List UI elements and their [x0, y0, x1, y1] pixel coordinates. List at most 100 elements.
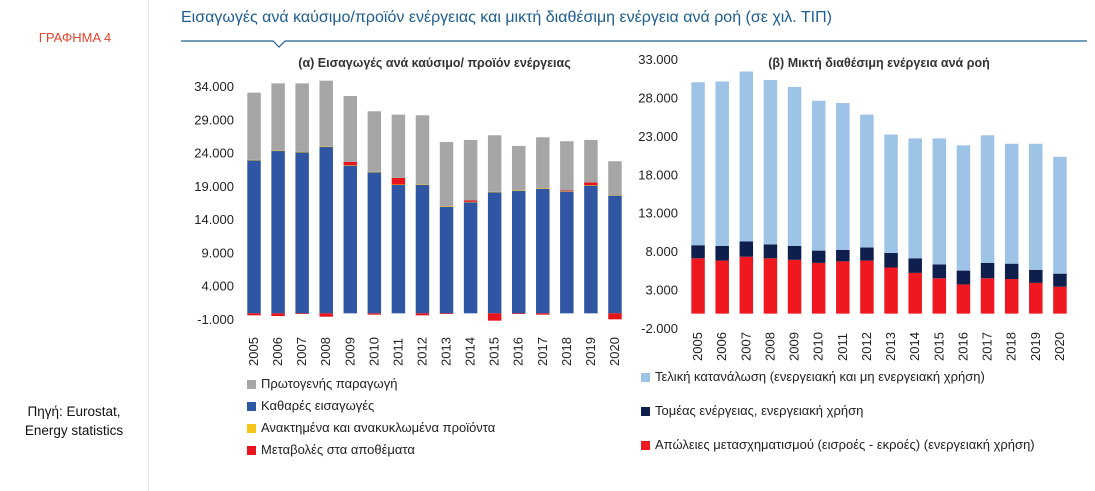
y-tick-label: 8.000 — [645, 244, 678, 259]
x-tick-label: 2015 — [931, 332, 946, 361]
bar-segment — [884, 267, 898, 314]
y-tick-label: -2.000 — [641, 321, 678, 336]
x-tick-label: 2007 — [294, 337, 309, 366]
bar-segment — [584, 185, 598, 314]
x-tick-label: 2016 — [955, 332, 970, 361]
bar-segment — [439, 141, 454, 207]
legend-item: Πρωτογενής παραγωγή — [247, 376, 495, 398]
bar-segment — [319, 146, 333, 148]
bar-segment — [295, 83, 309, 152]
x-tick-label: 2018 — [559, 337, 574, 366]
legend-label: Τομέας ενέργειας, ενεργειακή χρήση — [655, 403, 864, 418]
bar-segment — [787, 259, 802, 314]
legend-swatch — [641, 407, 650, 416]
source-note: Πηγή: Eurostat, Energy statistics — [0, 402, 148, 440]
bar-segment — [608, 313, 622, 320]
bar-segment — [247, 159, 261, 161]
bar-segment — [1053, 273, 1067, 287]
x-tick-label: 2011 — [390, 338, 405, 366]
x-tick-label: 2011 — [835, 333, 850, 361]
y-tick-label: 24.000 — [194, 146, 234, 161]
bar-segment — [415, 115, 430, 185]
bar-segment — [487, 191, 502, 193]
source-line-2: Energy statistics — [24, 423, 124, 438]
bar-segment — [860, 260, 874, 314]
bar-segment — [319, 80, 333, 147]
x-tick-label: 2012 — [859, 332, 874, 361]
bar-segment — [1004, 263, 1019, 280]
x-tick-label: 2013 — [883, 332, 898, 361]
bar-segment — [511, 190, 526, 314]
bar-segment — [811, 100, 826, 251]
legend-label: Καθαρές εισαγωγές — [261, 398, 375, 413]
bar-segment — [908, 272, 922, 314]
bar-segment — [884, 134, 898, 253]
x-tick-label: 2019 — [1028, 332, 1043, 361]
bar-segment — [487, 313, 502, 321]
bar-segment — [560, 141, 574, 191]
bar-segment — [836, 261, 850, 314]
x-tick-label: 2017 — [980, 332, 995, 361]
y-tick-label: 23.000 — [638, 129, 678, 144]
legend-swatch — [641, 373, 650, 382]
x-tick-label: 2014 — [907, 332, 922, 361]
x-tick-label: 2008 — [762, 332, 777, 361]
bar-segment — [247, 313, 261, 316]
legend-label: Τελική κατανάλωση (ενεργειακή και μη ενε… — [655, 369, 985, 384]
y-tick-label: 28.000 — [638, 90, 678, 105]
bar-segment — [787, 245, 802, 260]
figure-panel: Εισαγωγές ανά καύσιμο/προϊόν ενέργειας κ… — [148, 0, 1095, 491]
bar-segment — [367, 171, 382, 173]
source-line-1: Πηγή: Eurostat, — [27, 404, 121, 419]
x-tick-label: 2019 — [583, 337, 598, 366]
y-tick-label: 34.000 — [194, 79, 234, 94]
bar-segment — [560, 191, 574, 192]
bar-segment — [463, 139, 478, 201]
bar-segment — [487, 135, 502, 192]
x-tick-label: 2015 — [487, 337, 502, 366]
bar-segment — [343, 161, 358, 166]
legend-swatch — [641, 441, 650, 450]
bar-segment — [608, 161, 622, 196]
bar-segment — [836, 249, 850, 262]
bar-segment — [560, 191, 574, 314]
x-tick-label: 2018 — [1004, 332, 1019, 361]
bar-segment — [511, 313, 526, 315]
y-tick-label: 14.000 — [194, 212, 234, 227]
bar-segment — [536, 137, 550, 189]
x-tick-label: 2013 — [439, 337, 454, 366]
bar-segment — [1029, 143, 1043, 270]
bar-segment — [415, 184, 430, 186]
bar-segment — [367, 172, 382, 314]
bar-segment — [763, 244, 778, 259]
bar-segment — [463, 200, 478, 202]
legend-label: Ανακτημένα και ανακυκλωμένα προϊόντα — [261, 420, 496, 435]
bar-segment — [763, 258, 778, 314]
bar-segment — [439, 206, 454, 314]
bar-segment — [295, 313, 309, 315]
bar-segment — [860, 114, 874, 248]
bar-segment — [271, 150, 285, 152]
bar-segment — [391, 114, 406, 178]
bar-segment — [1053, 156, 1067, 274]
x-tick-label: 2020 — [607, 337, 622, 366]
bar-segment — [980, 278, 995, 314]
bar-segment — [739, 241, 754, 257]
bar-segment — [295, 152, 309, 314]
bar-segment — [295, 151, 309, 153]
x-tick-label: 2016 — [511, 337, 526, 366]
bar-segment — [1029, 269, 1043, 283]
y-tick-label: 13.000 — [638, 206, 678, 221]
bar-segment — [463, 201, 478, 203]
legend-swatch — [247, 380, 256, 389]
x-tick-label: 2006 — [270, 337, 285, 366]
figure-title: Εισαγωγές ανά καύσιμο/προϊόν ενέργειας κ… — [181, 9, 832, 26]
bar-segment — [511, 145, 526, 191]
chart-a: (α) Εισαγωγές ανά καύσιμο/ προϊόν ενέργε… — [194, 56, 622, 366]
bar-segment — [391, 184, 406, 186]
x-tick-label: 2012 — [414, 337, 429, 366]
title-underline — [181, 40, 1087, 48]
x-tick-label: 2010 — [366, 337, 381, 366]
bar-segment — [608, 195, 622, 314]
bar-segment — [343, 165, 358, 314]
